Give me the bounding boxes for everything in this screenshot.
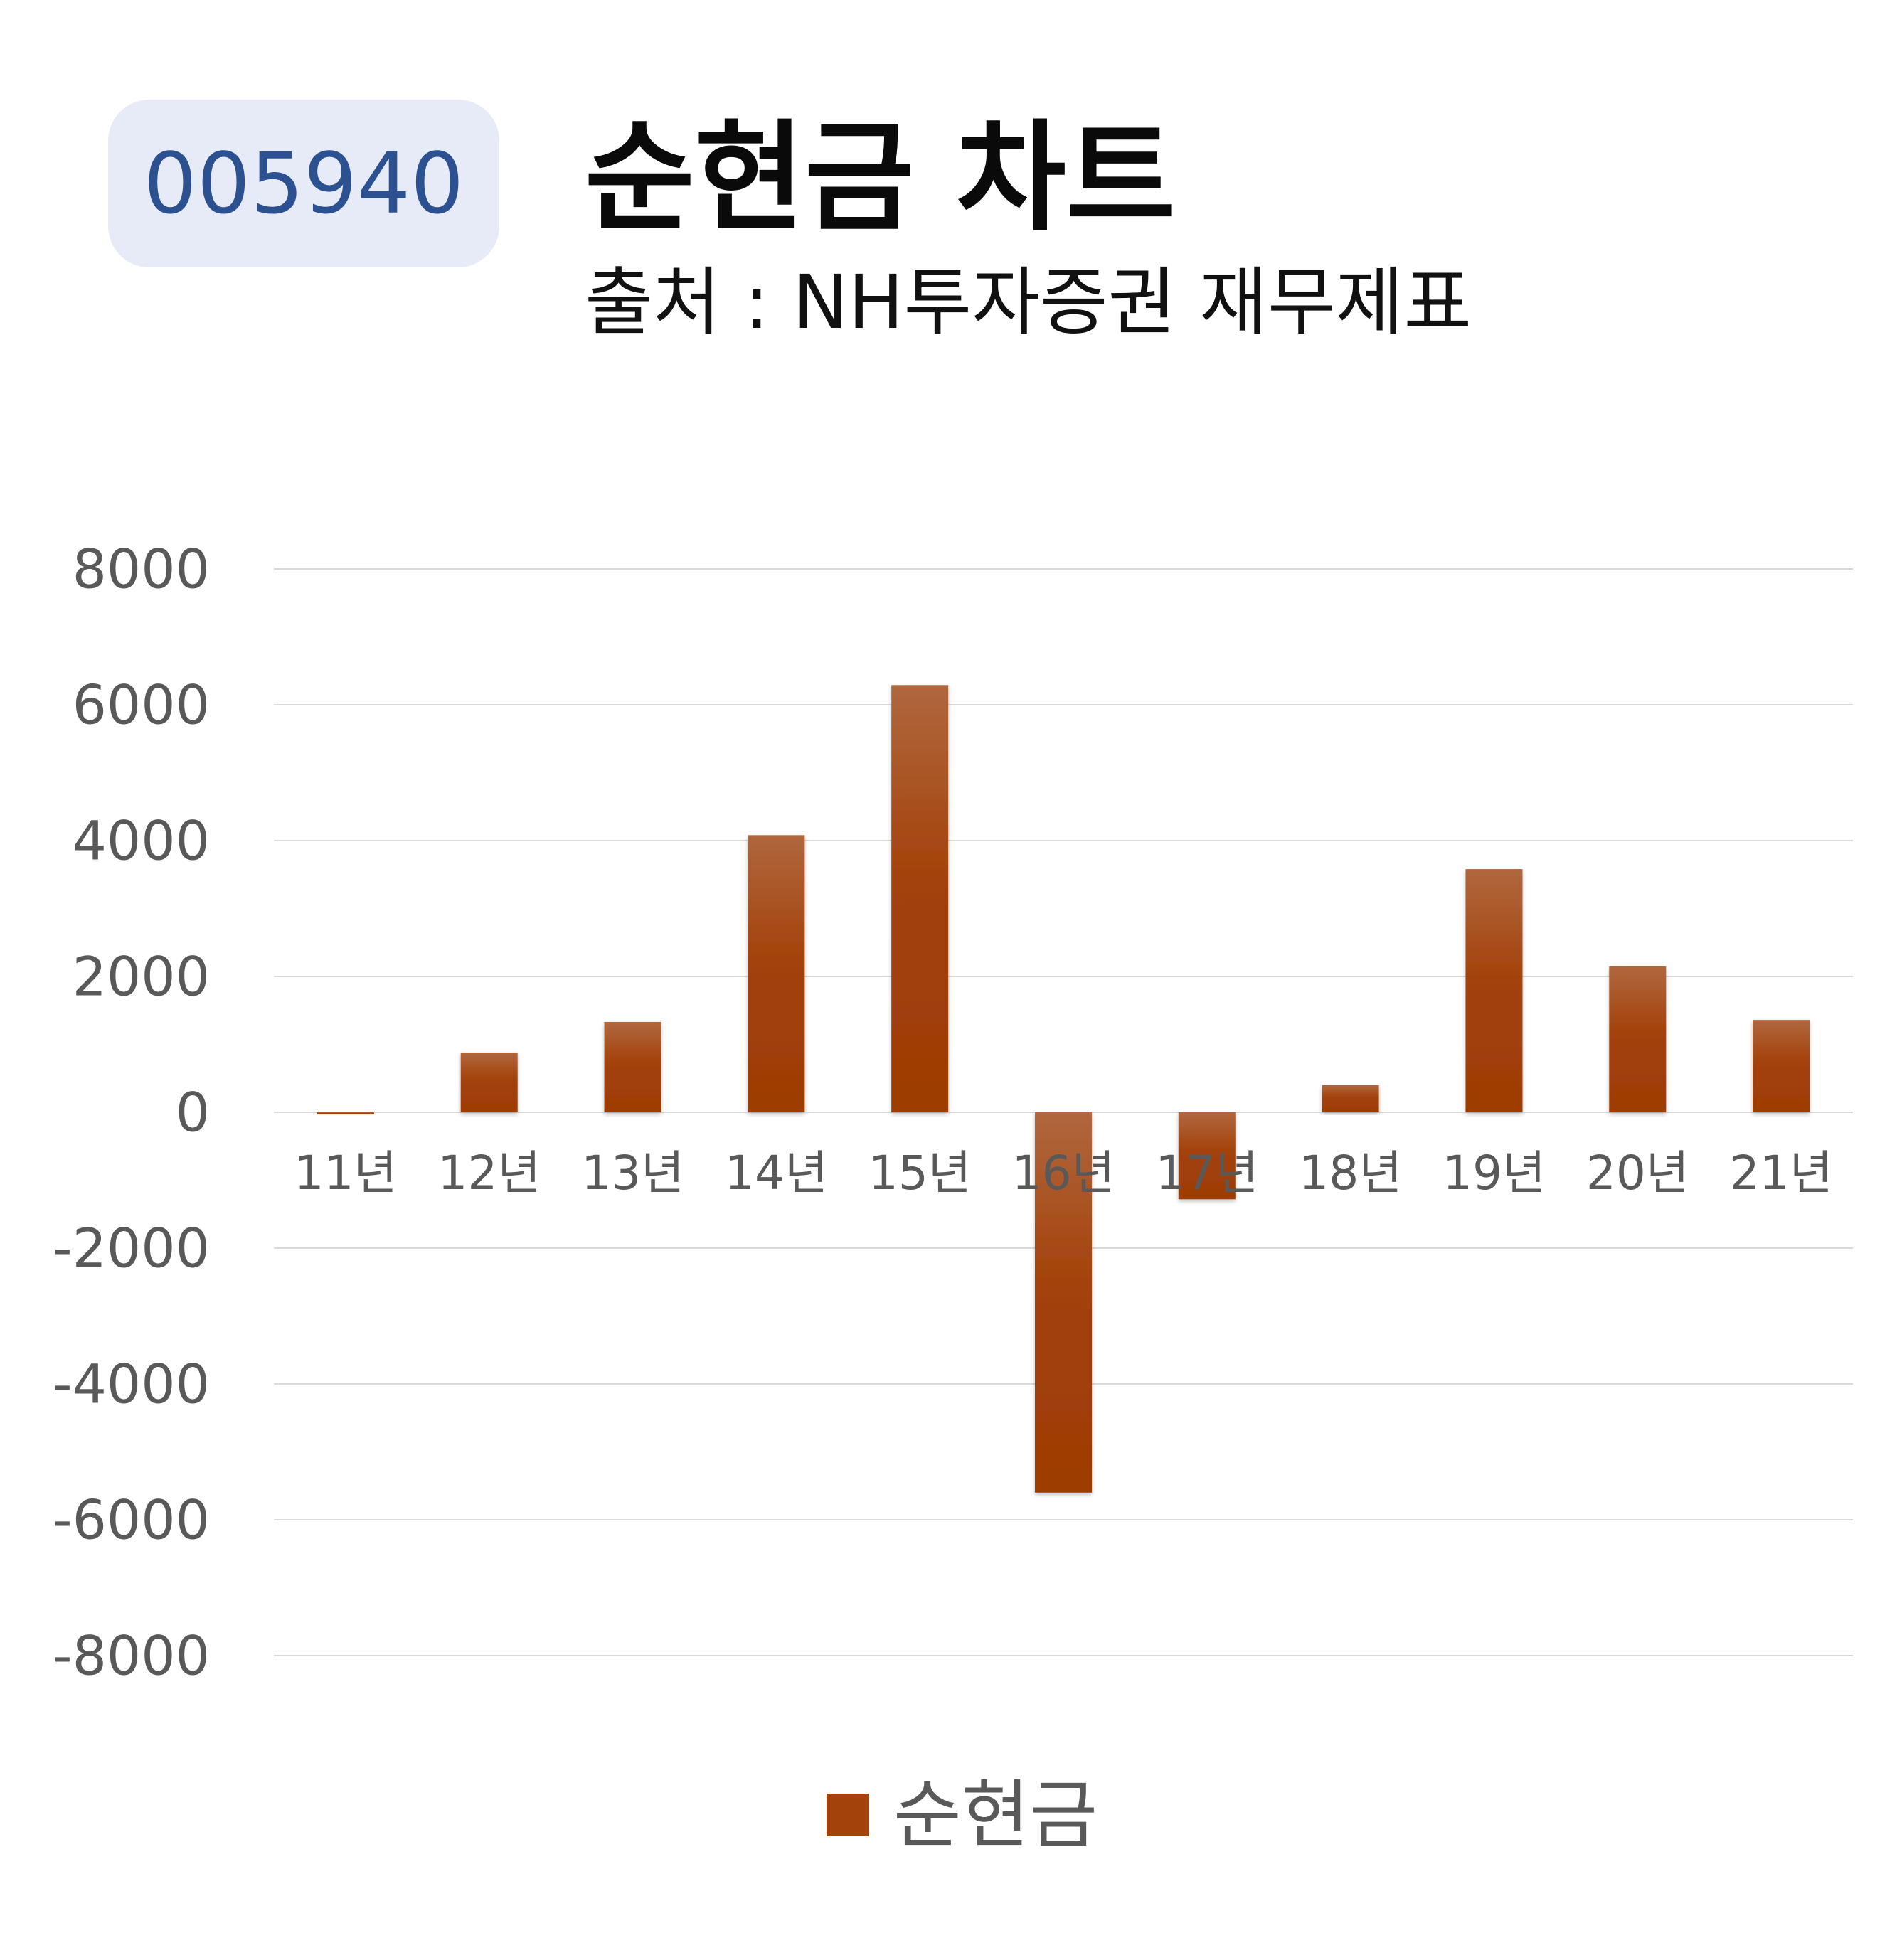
- y-tick-label: 8000: [73, 538, 210, 601]
- bar-18년: [1322, 1085, 1379, 1112]
- bar-13년: [604, 1021, 661, 1112]
- y-tick-label: 6000: [73, 673, 210, 737]
- y-tick-label: 0: [176, 1081, 210, 1144]
- x-category-label: 21년: [1730, 1146, 1833, 1200]
- x-category-label: 12년: [437, 1146, 541, 1200]
- x-category-label: 13년: [581, 1146, 684, 1200]
- bar-16년: [1035, 1112, 1092, 1493]
- x-category-label: 14년: [725, 1146, 828, 1200]
- legend: 순현금: [827, 1772, 1098, 1858]
- legend-swatch: [827, 1794, 869, 1836]
- y-tick-label: -2000: [53, 1217, 210, 1280]
- chart-title: 순현금 차트: [585, 108, 1176, 247]
- x-category-label: 16년: [1012, 1146, 1115, 1200]
- stock-code-badge: 005940: [108, 100, 499, 267]
- bars: [317, 685, 1810, 1493]
- bar-15년: [891, 685, 949, 1112]
- x-category-label: 20년: [1586, 1146, 1689, 1200]
- y-axis-tick-labels: 8000 6000 4000 2000 0 -2000 -4000 -6000 -8000: [53, 538, 210, 1688]
- bar-21년: [1753, 1020, 1810, 1112]
- x-category-label: 19년: [1442, 1146, 1546, 1200]
- bar-11년: [317, 1112, 374, 1114]
- y-tick-label: 2000: [73, 945, 210, 1008]
- bar-14년: [748, 835, 805, 1112]
- y-tick-label: -6000: [53, 1488, 210, 1552]
- y-tick-label: 4000: [73, 809, 210, 873]
- bar-19년: [1465, 869, 1523, 1112]
- bar-12년: [460, 1052, 518, 1112]
- x-axis-category-labels: 11년 12년 13년 14년 15년 16년 17년 18년 19년 20년 21년: [294, 1146, 1833, 1200]
- x-category-label: 17년: [1155, 1146, 1258, 1200]
- x-category-label: 18년: [1299, 1146, 1402, 1200]
- y-tick-label: -4000: [53, 1353, 210, 1416]
- x-category-label: 15년: [868, 1146, 972, 1200]
- chart-source: 출처 : NH투자증권 재무제표: [585, 259, 1472, 346]
- legend-label-series: 순현금: [893, 1772, 1098, 1858]
- bar-20년: [1609, 966, 1667, 1112]
- x-category-label: 11년: [294, 1146, 398, 1200]
- bar-17년: [1178, 1112, 1236, 1200]
- y-tick-label: -8000: [53, 1624, 210, 1688]
